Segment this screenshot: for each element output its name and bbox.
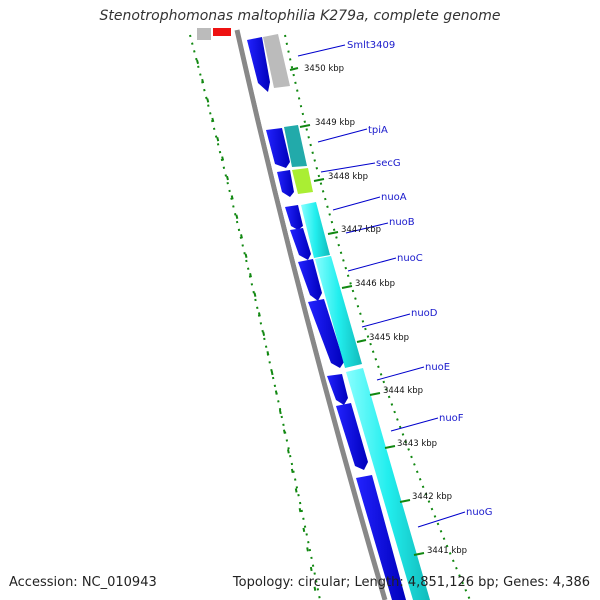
gene-label-nuod[interactable]: nuoD [411,308,438,319]
gc-content-dashed-inner [196,59,318,600]
genome-summary-text: Topology: circular; Length: 4,851,126 bp… [232,575,590,590]
accession-text: Accession: NC_010943 [9,575,157,590]
tick-label-3442: 3442 kbp [412,492,452,502]
scale-ticks [289,67,425,556]
gene-label-nuoc[interactable]: nuoC [397,253,423,264]
gene-arrow-nuof [336,403,368,470]
tick-label-3444: 3444 kbp [383,386,423,396]
tick-label-3448: 3448 kbp [328,172,368,182]
gene-arrow-tpia [266,128,290,168]
tick-label-3449: 3449 kbp [315,118,355,128]
gene-label-smlt3409[interactable]: Smlt3409 [347,40,395,51]
map-title: Stenotrophomonas maltophilia K279a, comp… [99,8,501,24]
gene-top-gray [197,28,211,40]
gene-top-red [213,28,231,36]
gene-arrow-tpia-cds [284,125,307,167]
gene-label-nuob[interactable]: nuoB [389,217,415,228]
backbone-arc [234,29,388,600]
tick-label-3443: 3443 kbp [397,439,437,449]
gene-arrow-secg [277,170,294,197]
cds-band-nuo-1 [301,202,330,258]
gene-label-nuoe[interactable]: nuoE [425,362,450,373]
tick-label-3450: 3450 kbp [304,64,344,74]
gene-arrow-nuob [290,228,311,260]
gene-label-lines [297,44,466,528]
tick-label-3447: 3447 kbp [341,225,381,235]
gc-content-dotted-outer [189,34,321,600]
cds-band-nuo-2 [315,256,362,368]
gene-arrow-nuog [356,475,406,600]
gene-arrow-nuoc [298,259,322,301]
gene-label-nuog[interactable]: nuoG [466,507,493,518]
gene-arrow-nuod [308,299,344,368]
tick-label-3445: 3445 kbp [369,333,409,343]
gene-label-nuof[interactable]: nuoF [439,413,464,424]
gc-content-dotted-right [284,34,471,600]
gene-arrow-nuoa [285,205,303,230]
gene-label-secg[interactable]: secG [376,158,401,169]
gene-arrow-nuoe [327,374,348,405]
gene-arrow-secg-cds [292,168,313,194]
gene-arrow-smlt3409-gray [263,34,290,88]
cds-band-nuo-3 [346,368,430,600]
gene-label-nuoa[interactable]: nuoA [381,192,407,203]
tick-label-3446: 3446 kbp [355,279,395,289]
gene-arrow-smlt3409 [247,37,270,92]
tick-label-3441: 3441 kbp [427,546,467,556]
gene-label-tpia[interactable]: tpiA [368,125,388,136]
